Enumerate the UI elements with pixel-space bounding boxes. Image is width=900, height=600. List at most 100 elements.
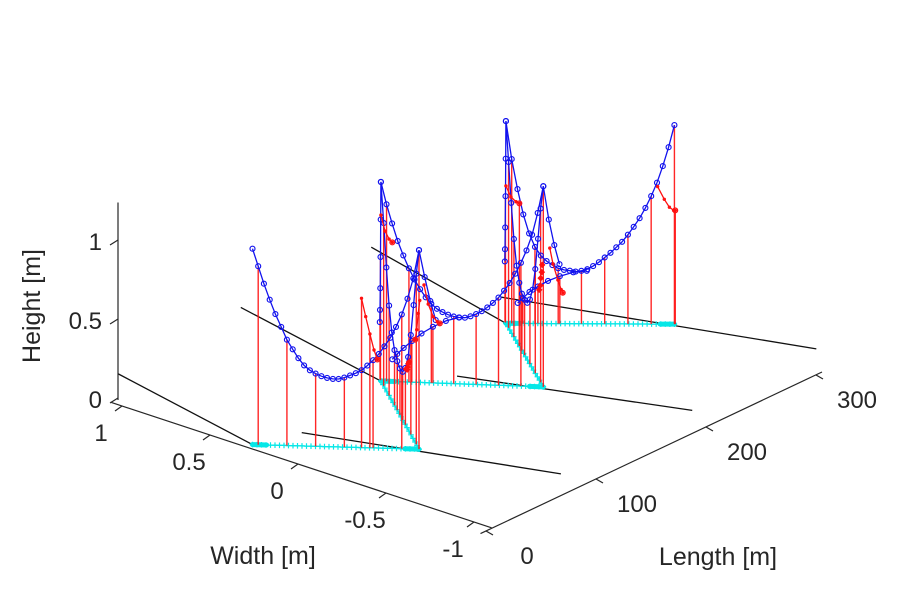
profile-point xyxy=(630,223,637,230)
y-tick xyxy=(595,478,604,484)
bank-fit-s2-hook-dot xyxy=(551,262,555,266)
profile-point xyxy=(501,246,509,253)
profile-point xyxy=(517,259,524,266)
bank-fit-t2-cluster-diamond xyxy=(537,282,544,289)
profile-point xyxy=(514,186,521,193)
profile-point xyxy=(523,247,530,254)
red-bank-marks xyxy=(359,184,679,373)
profile-point xyxy=(516,279,523,286)
z-tick-label: 0.5 xyxy=(69,308,102,335)
profile-point xyxy=(295,355,302,362)
x-axis-line xyxy=(110,401,492,529)
profile-point xyxy=(312,370,319,377)
profile-point xyxy=(613,244,620,251)
profile-point xyxy=(386,302,393,309)
profile-point xyxy=(495,294,502,301)
bank-fit-s3-limb-dot xyxy=(673,208,677,213)
profile-point xyxy=(526,230,533,237)
bank-fit-s1-left-dot xyxy=(375,357,380,362)
bank-fit-s2-hook-end xyxy=(559,289,566,296)
z-tick xyxy=(109,397,119,404)
profile-point xyxy=(473,311,480,318)
profile-point xyxy=(570,269,577,276)
profile-point xyxy=(590,263,597,270)
profile-section-2 xyxy=(380,181,561,319)
bank-fit-s2-start-dot xyxy=(387,237,391,241)
profile-point xyxy=(502,193,509,200)
bank-fit-s3-limb-dot xyxy=(655,184,660,189)
x-tick-label: -0.5 xyxy=(344,507,385,534)
bank-fit-t2-cluster-diamond xyxy=(538,268,546,276)
profile-point xyxy=(260,280,267,287)
bank-fit-t1-right-dot xyxy=(418,298,422,303)
x-tick xyxy=(114,405,123,412)
y-tick-label: 200 xyxy=(727,439,767,466)
bank-fit-s1-hook-end xyxy=(436,320,443,327)
bank-fit-t1-right-dot xyxy=(413,337,417,342)
profile-point xyxy=(534,235,542,242)
profile-point xyxy=(341,374,348,381)
bank-fit-s3-limb-line xyxy=(657,186,676,212)
bank-fit-t1-right-end xyxy=(412,336,419,343)
profile-section-1 xyxy=(251,248,437,380)
x-tick xyxy=(466,521,475,528)
profile-point xyxy=(407,331,414,339)
profile-point xyxy=(489,299,496,306)
profile-point xyxy=(398,311,405,318)
profile-point xyxy=(433,305,440,312)
profile-point xyxy=(405,265,412,272)
bank-fit-s3-limb xyxy=(655,184,679,214)
profile-point xyxy=(648,193,655,200)
profile-point xyxy=(442,317,449,324)
x-axis-label: Width [m] xyxy=(210,542,316,570)
bank-fit-s1-hook-dot xyxy=(431,315,435,319)
bank-fit-s2-start-end xyxy=(389,239,396,246)
bank-fit-s3-limb-dot xyxy=(662,197,666,201)
z-tick-label: 1 xyxy=(89,229,102,256)
profile-point xyxy=(665,144,672,151)
profile-point xyxy=(532,265,539,273)
profile-point xyxy=(439,309,446,316)
profile-point xyxy=(501,287,508,294)
profile-transit-2 xyxy=(504,121,544,304)
profile-point xyxy=(421,274,428,281)
bank-fit-t1-right-line xyxy=(414,300,421,340)
bank-fit-t1-cluster xyxy=(402,358,413,373)
profile-point xyxy=(318,373,325,380)
profile-point xyxy=(396,365,404,372)
z-axis-label: Height [m] xyxy=(18,249,46,363)
profile-point xyxy=(513,262,520,269)
y-tick-label: 100 xyxy=(617,491,657,518)
bank-fit-t1-right-dot xyxy=(415,328,419,332)
profile-point xyxy=(283,336,290,343)
profile-point xyxy=(619,238,626,245)
x-tick-label: -1 xyxy=(442,536,463,563)
profile-point xyxy=(413,270,420,277)
profile-point xyxy=(520,211,527,218)
profile-point xyxy=(467,313,474,320)
bank-fit-s1-left-dot xyxy=(372,348,376,352)
profile-point xyxy=(375,350,382,358)
profile-point xyxy=(417,286,424,293)
bank-fit-t2-cluster-diamond xyxy=(538,261,546,269)
profile-point xyxy=(266,296,273,303)
profile-point xyxy=(583,267,590,274)
red-stems xyxy=(257,125,676,450)
profile-point xyxy=(411,276,418,283)
bank-line-2a xyxy=(240,306,382,382)
profile-point xyxy=(636,215,643,222)
profile-point xyxy=(352,370,359,377)
profile-point xyxy=(381,343,388,350)
z-tick xyxy=(109,318,119,325)
profile-point xyxy=(418,330,425,337)
profile-point xyxy=(255,263,262,270)
profile-point xyxy=(537,252,544,259)
profile-point xyxy=(394,350,401,358)
profile-point xyxy=(461,314,468,321)
profile-point xyxy=(272,311,279,318)
bank-fit-s3-limb-dot xyxy=(667,205,672,209)
bank-fit-s1-left-dot xyxy=(359,296,364,300)
profile-point xyxy=(408,338,415,345)
y-axis-label: Length [m] xyxy=(659,543,777,571)
bank-fit-s3-start-dot xyxy=(509,195,513,199)
